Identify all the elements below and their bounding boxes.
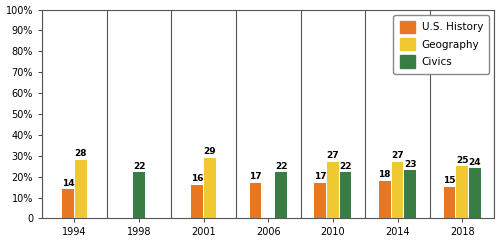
Bar xyxy=(75,160,86,218)
Text: 22: 22 xyxy=(133,162,145,171)
Bar xyxy=(444,187,455,218)
Bar xyxy=(327,162,338,218)
Bar xyxy=(392,162,404,218)
Bar xyxy=(314,183,326,218)
Text: 28: 28 xyxy=(74,149,87,158)
Bar xyxy=(404,170,416,218)
Bar xyxy=(204,158,216,218)
Bar xyxy=(275,173,287,218)
Text: 27: 27 xyxy=(391,151,404,160)
Text: 24: 24 xyxy=(468,158,481,167)
Bar xyxy=(133,173,145,218)
Bar xyxy=(469,168,480,218)
Text: 17: 17 xyxy=(249,172,262,181)
Bar xyxy=(379,181,390,218)
Text: 25: 25 xyxy=(456,156,468,165)
Text: 22: 22 xyxy=(340,162,352,171)
Text: 14: 14 xyxy=(62,179,74,188)
Bar xyxy=(250,183,262,218)
Text: 23: 23 xyxy=(404,160,416,169)
Legend: U.S. History, Geography, Civics: U.S. History, Geography, Civics xyxy=(394,15,489,74)
Text: 18: 18 xyxy=(378,170,391,179)
Text: 17: 17 xyxy=(314,172,326,181)
Text: 15: 15 xyxy=(443,176,456,185)
Bar xyxy=(340,173,351,218)
Text: 16: 16 xyxy=(191,174,203,183)
Bar xyxy=(62,189,74,218)
Text: 22: 22 xyxy=(275,162,287,171)
Bar xyxy=(456,166,468,218)
Bar xyxy=(192,185,203,218)
Text: 29: 29 xyxy=(204,147,216,156)
Text: 27: 27 xyxy=(326,151,339,160)
